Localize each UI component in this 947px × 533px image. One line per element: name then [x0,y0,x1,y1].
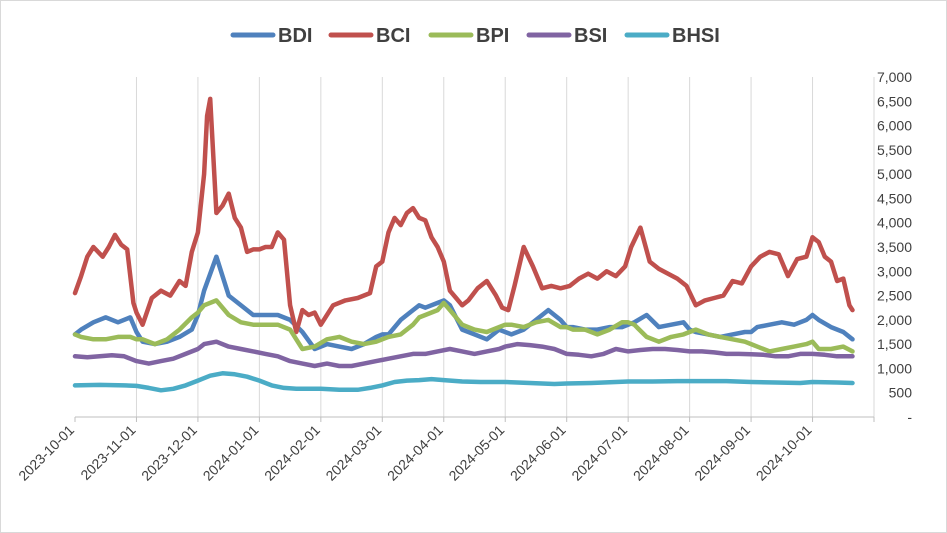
x-tick-label: 2024-06-01 [507,422,569,484]
legend-label: BSI [574,25,607,47]
x-tick-label: 2024-03-01 [322,422,384,484]
x-tick-label: 2024-02-01 [261,422,323,484]
x-tick-label: 2023-12-01 [138,422,200,484]
legend-label: BPI [476,25,509,47]
series-line-bdi [72,254,855,352]
x-tick-label: 2024-01-01 [200,422,262,484]
y-tick-label: 1,000 [877,360,912,376]
y-tick-label: 1,500 [877,336,912,352]
x-tick-label: 2024-05-01 [445,422,507,484]
y-tick-label: 5,000 [877,166,912,182]
y-tick-label: 4,000 [877,215,912,231]
x-tick-label: 2023-10-01 [15,422,77,484]
x-tick-label: 2024-08-01 [630,422,692,484]
legend-label: BCI [376,25,410,47]
y-tick-label: - [907,409,912,425]
series-line-bhsi [72,371,855,393]
series-lines [72,96,855,393]
legend-label: BHSI [672,25,720,47]
legend-label: BDI [278,25,312,47]
x-tick-label: 2024-07-01 [568,422,630,484]
series-line-bsi [72,339,855,369]
y-tick-label: 3,500 [877,239,912,255]
y-tick-label: 4,500 [877,190,912,206]
legend: BDI BCI BPI BSI BHSI [230,25,720,47]
y-axis: - 500 1,000 1,500 2,000 2,500 3,000 3,500 4,000 4… [877,69,912,425]
vertical-gridlines [135,77,875,417]
x-tick-label: 2024-10-01 [753,422,815,484]
y-tick-label: 6,500 [877,93,912,109]
x-tick-label: 2024-09-01 [691,422,753,484]
y-tick-label: 7,000 [877,69,912,85]
y-tick-label: 6,000 [877,118,912,134]
x-tick-label: 2024-04-01 [384,422,446,484]
y-tick-label: 3,000 [877,263,912,279]
y-tick-label: 2,500 [877,288,912,304]
series-line-bpi [72,298,855,354]
x-tick-label: 2023-11-01 [77,422,138,483]
y-tick-label: 5,500 [877,142,912,158]
series-line-bci [72,96,855,335]
x-axis: 2023-10-01 2023-11-01 2023-12-01 2024-01-01… [15,416,875,484]
y-tick-label: 500 [889,385,913,401]
y-tick-label: 2,000 [877,312,912,328]
